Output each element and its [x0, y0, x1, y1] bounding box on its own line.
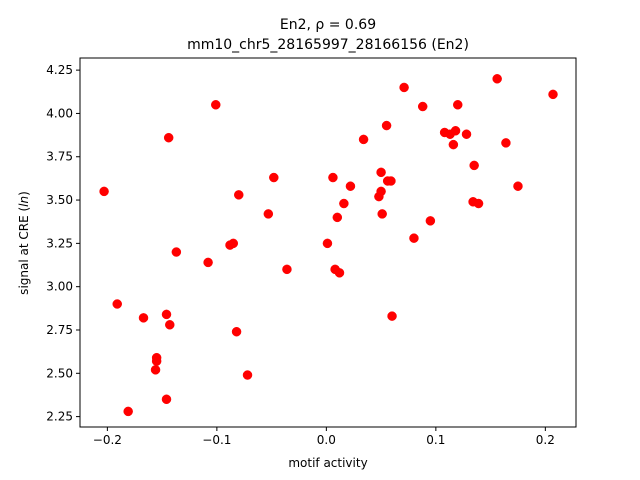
data-points	[99, 74, 558, 417]
data-point	[269, 172, 279, 183]
x-tick-label: −0.2	[93, 433, 122, 447]
x-axis-ticks: −0.2 −0.1 0.0 0.1 0.2	[93, 427, 555, 447]
data-point	[513, 181, 523, 191]
data-point	[165, 320, 175, 330]
data-point	[450, 126, 461, 136]
data-point	[211, 100, 221, 110]
y-tick-label: 3.00	[46, 280, 73, 294]
data-point	[358, 134, 369, 145]
data-point	[328, 172, 338, 183]
axes-frame	[79, 57, 577, 428]
data-point	[161, 394, 172, 405]
data-point	[425, 216, 436, 226]
y-tick-label: 2.75	[46, 323, 73, 337]
data-point	[138, 313, 149, 323]
data-point	[231, 326, 242, 337]
x-tick-label: 0.0	[317, 433, 336, 447]
x-tick-label: 0.2	[536, 433, 555, 447]
data-point	[386, 176, 396, 186]
chart-title: En2, ρ = 0.69	[280, 17, 376, 33]
data-point	[381, 120, 392, 131]
data-point	[99, 186, 109, 197]
data-point	[112, 299, 122, 309]
data-point	[163, 132, 174, 143]
data-point	[473, 198, 484, 209]
data-point	[203, 257, 213, 268]
data-point	[282, 264, 292, 275]
y-tick-label: 2.50	[46, 366, 73, 380]
data-point	[461, 129, 472, 139]
data-point	[376, 186, 386, 197]
data-point	[492, 74, 502, 84]
data-point	[332, 212, 343, 223]
data-point	[334, 268, 345, 278]
x-axis-label: motif activity	[288, 456, 367, 470]
data-point	[377, 209, 387, 219]
data-point	[448, 139, 459, 150]
data-point	[322, 238, 333, 249]
y-tick-label: 4.00	[46, 106, 73, 120]
y-tick-label: 3.50	[46, 193, 73, 207]
chart-subtitle: mm10_chr5_28165997_28166156 (En2)	[187, 37, 469, 53]
y-tick-label: 4.25	[46, 63, 73, 77]
data-point	[234, 190, 244, 200]
y-tick-label: 2.25	[46, 410, 73, 424]
x-tick-label: 0.1	[426, 433, 445, 447]
data-point	[161, 309, 172, 320]
data-point	[171, 247, 182, 257]
data-point	[242, 370, 253, 380]
chart-title-text: En2, ρ = 0.69	[280, 17, 376, 33]
data-point	[339, 198, 349, 209]
data-point	[151, 356, 162, 366]
data-point	[409, 233, 419, 243]
data-point	[501, 138, 511, 148]
data-point	[228, 238, 239, 249]
data-point	[548, 89, 558, 100]
data-point	[123, 406, 133, 417]
data-point	[150, 365, 161, 375]
data-point	[387, 311, 397, 321]
data-point	[453, 100, 463, 110]
data-point	[469, 160, 479, 171]
x-tick-label: −0.1	[202, 433, 231, 447]
data-point	[417, 101, 428, 112]
y-tick-label: 3.25	[46, 236, 73, 250]
y-tick-label: 3.75	[46, 150, 73, 164]
y-axis-label: signal at CRE (ln)	[17, 191, 31, 295]
y-axis-ticks: 2.25 2.50 2.75 3.00 3.25 3.50 3.75 4.00 4.25	[46, 63, 80, 424]
data-point	[399, 82, 409, 93]
data-point	[263, 209, 274, 219]
data-point	[345, 181, 356, 191]
data-point	[376, 167, 386, 178]
